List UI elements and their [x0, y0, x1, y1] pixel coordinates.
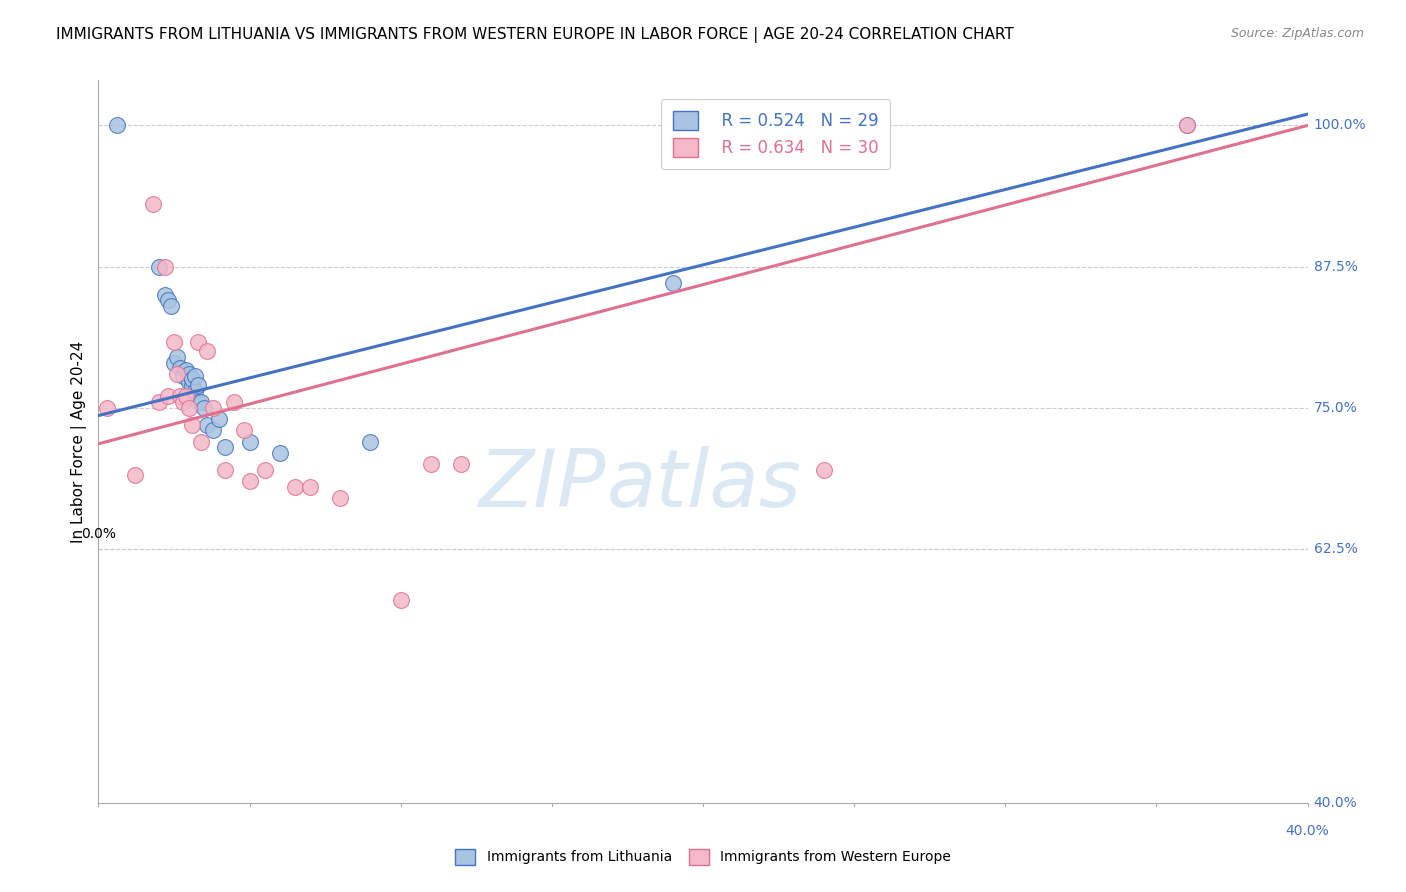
- Point: [172, 395, 194, 409]
- Text: Source: ZipAtlas.com: Source: ZipAtlas.com: [1230, 27, 1364, 40]
- Point: [105, 119, 128, 133]
- Text: ZIP: ZIP: [479, 446, 606, 524]
- Point: [153, 287, 176, 301]
- Text: atlas: atlas: [606, 446, 801, 524]
- Point: [224, 395, 246, 409]
- Point: [148, 260, 170, 274]
- Point: [142, 197, 165, 211]
- Point: [202, 423, 225, 437]
- Text: 62.5%: 62.5%: [1313, 541, 1358, 556]
- Point: [190, 395, 212, 409]
- Point: [160, 299, 183, 313]
- Point: [360, 434, 382, 449]
- Point: [389, 592, 412, 607]
- Point: [253, 463, 276, 477]
- Point: [174, 363, 197, 377]
- Point: [239, 434, 262, 449]
- Point: [450, 457, 472, 471]
- Point: [96, 401, 118, 415]
- Point: [172, 369, 194, 384]
- Point: [184, 384, 207, 398]
- Point: [187, 335, 209, 350]
- Text: IMMIGRANTS FROM LITHUANIA VS IMMIGRANTS FROM WESTERN EUROPE IN LABOR FORCE | AGE: IMMIGRANTS FROM LITHUANIA VS IMMIGRANTS …: [56, 27, 1014, 43]
- Point: [269, 446, 291, 460]
- Point: [284, 480, 307, 494]
- Point: [661, 277, 683, 291]
- Text: 0.0%: 0.0%: [82, 527, 115, 541]
- Point: [184, 369, 207, 384]
- Point: [156, 389, 179, 403]
- Point: [153, 260, 176, 274]
- Legend: Immigrants from Lithuania, Immigrants from Western Europe: Immigrants from Lithuania, Immigrants fr…: [447, 842, 959, 871]
- Point: [169, 389, 191, 403]
- Point: [190, 434, 212, 449]
- Point: [156, 293, 179, 308]
- Point: [329, 491, 352, 505]
- Point: [1175, 119, 1198, 133]
- Text: 100.0%: 100.0%: [1313, 119, 1367, 132]
- Text: 40.0%: 40.0%: [1285, 824, 1330, 838]
- Point: [239, 474, 262, 488]
- Point: [163, 355, 186, 369]
- Text: 87.5%: 87.5%: [1313, 260, 1358, 274]
- Point: [179, 367, 201, 381]
- Point: [181, 372, 204, 386]
- Point: [195, 344, 218, 359]
- Point: [214, 463, 236, 477]
- Point: [420, 457, 443, 471]
- Point: [187, 395, 209, 409]
- Legend:   R = 0.524   N = 29,   R = 0.634   N = 30: R = 0.524 N = 29, R = 0.634 N = 30: [661, 99, 890, 169]
- Point: [208, 412, 231, 426]
- Point: [163, 335, 186, 350]
- Point: [195, 417, 218, 432]
- Point: [202, 401, 225, 415]
- Point: [813, 463, 835, 477]
- Point: [181, 417, 204, 432]
- Point: [1175, 119, 1198, 133]
- Point: [232, 423, 254, 437]
- Point: [187, 378, 209, 392]
- Point: [174, 389, 197, 403]
- Point: [193, 401, 215, 415]
- Point: [179, 401, 201, 415]
- Point: [166, 367, 188, 381]
- Point: [179, 375, 201, 389]
- Text: 75.0%: 75.0%: [1313, 401, 1357, 415]
- Point: [299, 480, 322, 494]
- Point: [124, 468, 146, 483]
- Text: 40.0%: 40.0%: [1313, 796, 1357, 810]
- Y-axis label: In Labor Force | Age 20-24: In Labor Force | Age 20-24: [72, 341, 87, 542]
- Point: [148, 395, 170, 409]
- Point: [166, 350, 188, 364]
- Point: [181, 378, 204, 392]
- Point: [214, 440, 236, 454]
- Point: [169, 361, 191, 376]
